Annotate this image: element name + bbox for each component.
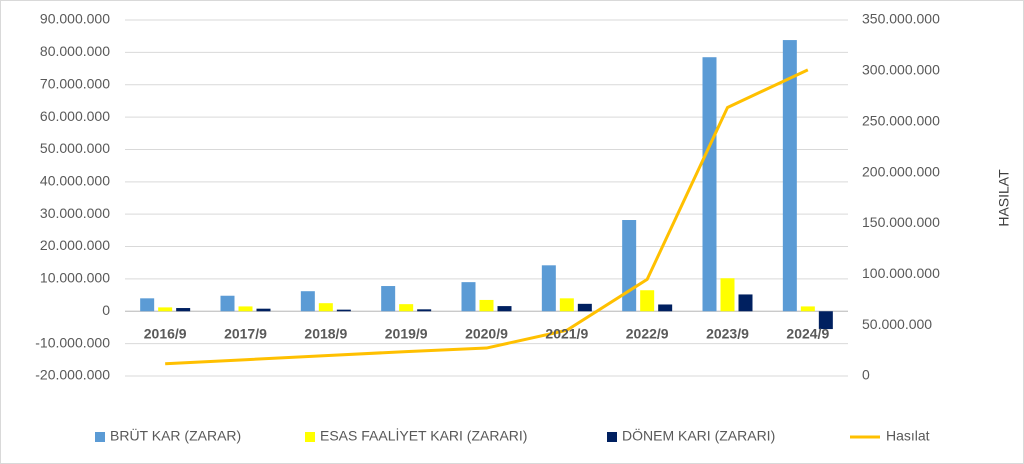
x-tick-label: 2021/9: [545, 326, 588, 342]
y-tick-label: 70.000.000: [40, 75, 110, 91]
bar: [399, 304, 414, 312]
legend-label: ESAS FAALİYET KARI (ZARARI): [320, 427, 527, 444]
bar: [336, 309, 351, 312]
bar: [577, 303, 592, 312]
bar: [417, 309, 432, 312]
y2-tick-label: 300.000.000: [862, 62, 940, 78]
bar: [800, 306, 815, 312]
y2-tick-label: 150.000.000: [862, 214, 940, 230]
bar: [541, 265, 556, 312]
bar: [220, 295, 235, 312]
legend-label: BRÜT KAR (ZARAR): [110, 427, 241, 444]
bar: [158, 307, 173, 312]
y-tick-label: 60.000.000: [40, 108, 110, 124]
bar: [300, 291, 315, 312]
line-series: [165, 68, 809, 366]
bar: [256, 308, 271, 312]
y2-tick-label: 0: [862, 367, 870, 383]
bar: [497, 306, 512, 312]
legend-swatch: [305, 432, 315, 442]
y-tick-label: 10.000.000: [40, 270, 110, 286]
y2-tick-label: 100.000.000: [862, 265, 940, 281]
bar: [479, 299, 494, 312]
bar: [702, 57, 717, 312]
bar: [640, 290, 655, 312]
bar: [238, 306, 253, 312]
bar: [140, 298, 155, 312]
x-tick-label: 2018/9: [304, 326, 347, 342]
y-tick-label: 30.000.000: [40, 205, 110, 221]
bar: [782, 40, 797, 312]
y-tick-label: -20.000.000: [35, 367, 110, 383]
x-tick-label: 2022/9: [626, 326, 669, 342]
y-tick-label: 80.000.000: [40, 43, 110, 59]
bar: [622, 220, 637, 312]
y-tick-label: 90.000.000: [40, 11, 110, 27]
x-tick-label: 2017/9: [224, 326, 267, 342]
bar: [176, 308, 191, 312]
x-tick-label: 2016/9: [144, 326, 187, 342]
y2-axis-label: HASILAT: [996, 169, 1012, 227]
y-tick-label: -10.000.000: [35, 334, 110, 350]
x-tick-label: 2020/9: [465, 326, 508, 342]
y-tick-label: 50.000.000: [40, 140, 110, 156]
x-tick-label: 2019/9: [385, 326, 428, 342]
bar: [318, 303, 333, 312]
bar: [658, 304, 673, 312]
y2-tick-label: 250.000.000: [862, 112, 940, 128]
legend-label: Hasılat: [886, 428, 930, 444]
x-tick-label: 2023/9: [706, 326, 749, 342]
bar: [738, 294, 753, 312]
bar: [461, 282, 476, 312]
legend-label: DÖNEM KARI (ZARARI): [622, 427, 775, 444]
legend-swatch: [607, 432, 617, 442]
y-tick-label: 0: [102, 302, 110, 318]
bar: [381, 286, 396, 312]
y-tick-label: 20.000.000: [40, 237, 110, 253]
bar: [559, 298, 574, 312]
bar: [720, 278, 735, 312]
x-tick-label: 2024/9: [786, 326, 829, 342]
bar: [818, 311, 833, 330]
y2-tick-label: 50.000.000: [862, 316, 932, 332]
legend-swatch: [95, 432, 105, 442]
y2-tick-label: 350.000.000: [862, 11, 940, 27]
y-tick-label: 40.000.000: [40, 173, 110, 189]
y2-tick-label: 200.000.000: [862, 163, 940, 179]
